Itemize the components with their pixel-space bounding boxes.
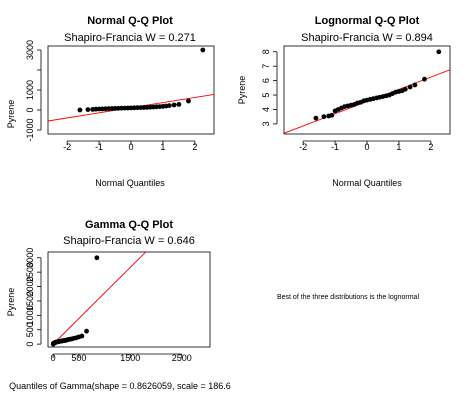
plot-title: Lognormal Q-Q Plot: [315, 15, 420, 27]
x-tick-label: 2: [192, 142, 197, 152]
data-point: [79, 333, 85, 339]
y-tick-label: 1500: [25, 291, 35, 311]
lognormal-qq-panel: Lognormal Q-Q Plot Shapiro-Francia W = 0.…: [237, 15, 451, 188]
data-point: [186, 98, 191, 104]
data-point: [77, 107, 83, 113]
x-tick-label: 0: [51, 353, 56, 363]
x-tick-label: 500: [71, 353, 86, 363]
y-tick-label: 1000: [25, 80, 35, 100]
x-axis-label: Quantiles of Gamma(shape = 0.8626059, sc…: [9, 381, 231, 391]
data-point: [84, 328, 89, 334]
data-point: [313, 115, 319, 121]
data-point: [329, 112, 335, 118]
plot-subtitle: Shapiro-Francia W = 0.646: [63, 235, 195, 247]
normal-qq-panel: Normal Q-Q Plot Shapiro-Francia W = 0.271…: [6, 15, 215, 188]
data-point: [85, 107, 91, 112]
plot-area: [52, 252, 147, 345]
y-tick-label: 3000: [25, 248, 35, 268]
x-tick-label: 0: [364, 142, 369, 152]
y-tick-label: 6: [261, 78, 271, 83]
x-tick-label: 1: [396, 142, 401, 152]
y-tick-label: 8: [261, 49, 271, 54]
y-tick-label: 0: [25, 342, 35, 347]
y-tick-label: 2500: [25, 262, 35, 282]
data-point: [412, 82, 418, 88]
y-axis-label: Pyrene: [6, 288, 16, 317]
x-tick-label: 0: [128, 142, 133, 152]
y-tick-label: 4: [261, 107, 271, 112]
data-point: [436, 49, 442, 55]
data-point: [171, 102, 177, 108]
x-tick-label: -2: [63, 142, 71, 152]
reference-line: [52, 252, 147, 345]
x-tick-label: 1500: [120, 353, 140, 363]
y-tick-label: 5: [261, 93, 271, 98]
y-tick-label: 7: [261, 64, 271, 69]
y-axis-label: Pyrene: [6, 100, 16, 129]
plot-title: Gamma Q-Q Plot: [85, 219, 173, 231]
summary-note: Best of the three distributions is the l…: [277, 294, 419, 301]
x-tick-label: -1: [95, 142, 103, 152]
y-tick-label: 0: [25, 107, 35, 112]
x-tick-label: 2: [428, 142, 433, 152]
x-axis-label: Normal Quantiles: [95, 178, 165, 188]
data-point: [176, 102, 182, 107]
plot-subtitle: Shapiro-Francia W = 0.271: [64, 32, 196, 44]
y-axis-label: Pyrene: [237, 76, 247, 105]
y-tick-label: -1000: [25, 118, 35, 141]
x-tick-label: -2: [299, 142, 307, 152]
plot-title: Normal Q-Q Plot: [87, 15, 173, 27]
plot-subtitle: Shapiro-Francia W = 0.894: [301, 32, 433, 44]
gamma-qq-panel: Gamma Q-Q Plot Shapiro-Francia W = 0.646 0…: [6, 219, 231, 391]
data-point: [402, 86, 408, 92]
data-point: [166, 103, 172, 108]
x-axis-label: Normal Quantiles: [332, 178, 402, 188]
plot-frame: [283, 45, 451, 135]
plot-frame: [47, 251, 211, 348]
y-tick-label: 3000: [25, 40, 35, 60]
plot-frame: [47, 45, 215, 135]
data-point: [407, 84, 413, 90]
y-tick-label: 3: [261, 121, 271, 126]
data-point: [321, 114, 327, 120]
data-point: [422, 76, 427, 82]
y-tick-label: 500: [25, 322, 35, 337]
x-tick-label: 1: [160, 142, 165, 152]
data-point: [200, 47, 206, 53]
x-tick-label: -1: [331, 142, 339, 152]
x-tick-label: 2500: [172, 353, 192, 363]
data-point: [94, 255, 100, 261]
y-tick-label: 2000: [25, 277, 35, 297]
y-tick-label: 1000: [25, 305, 35, 325]
